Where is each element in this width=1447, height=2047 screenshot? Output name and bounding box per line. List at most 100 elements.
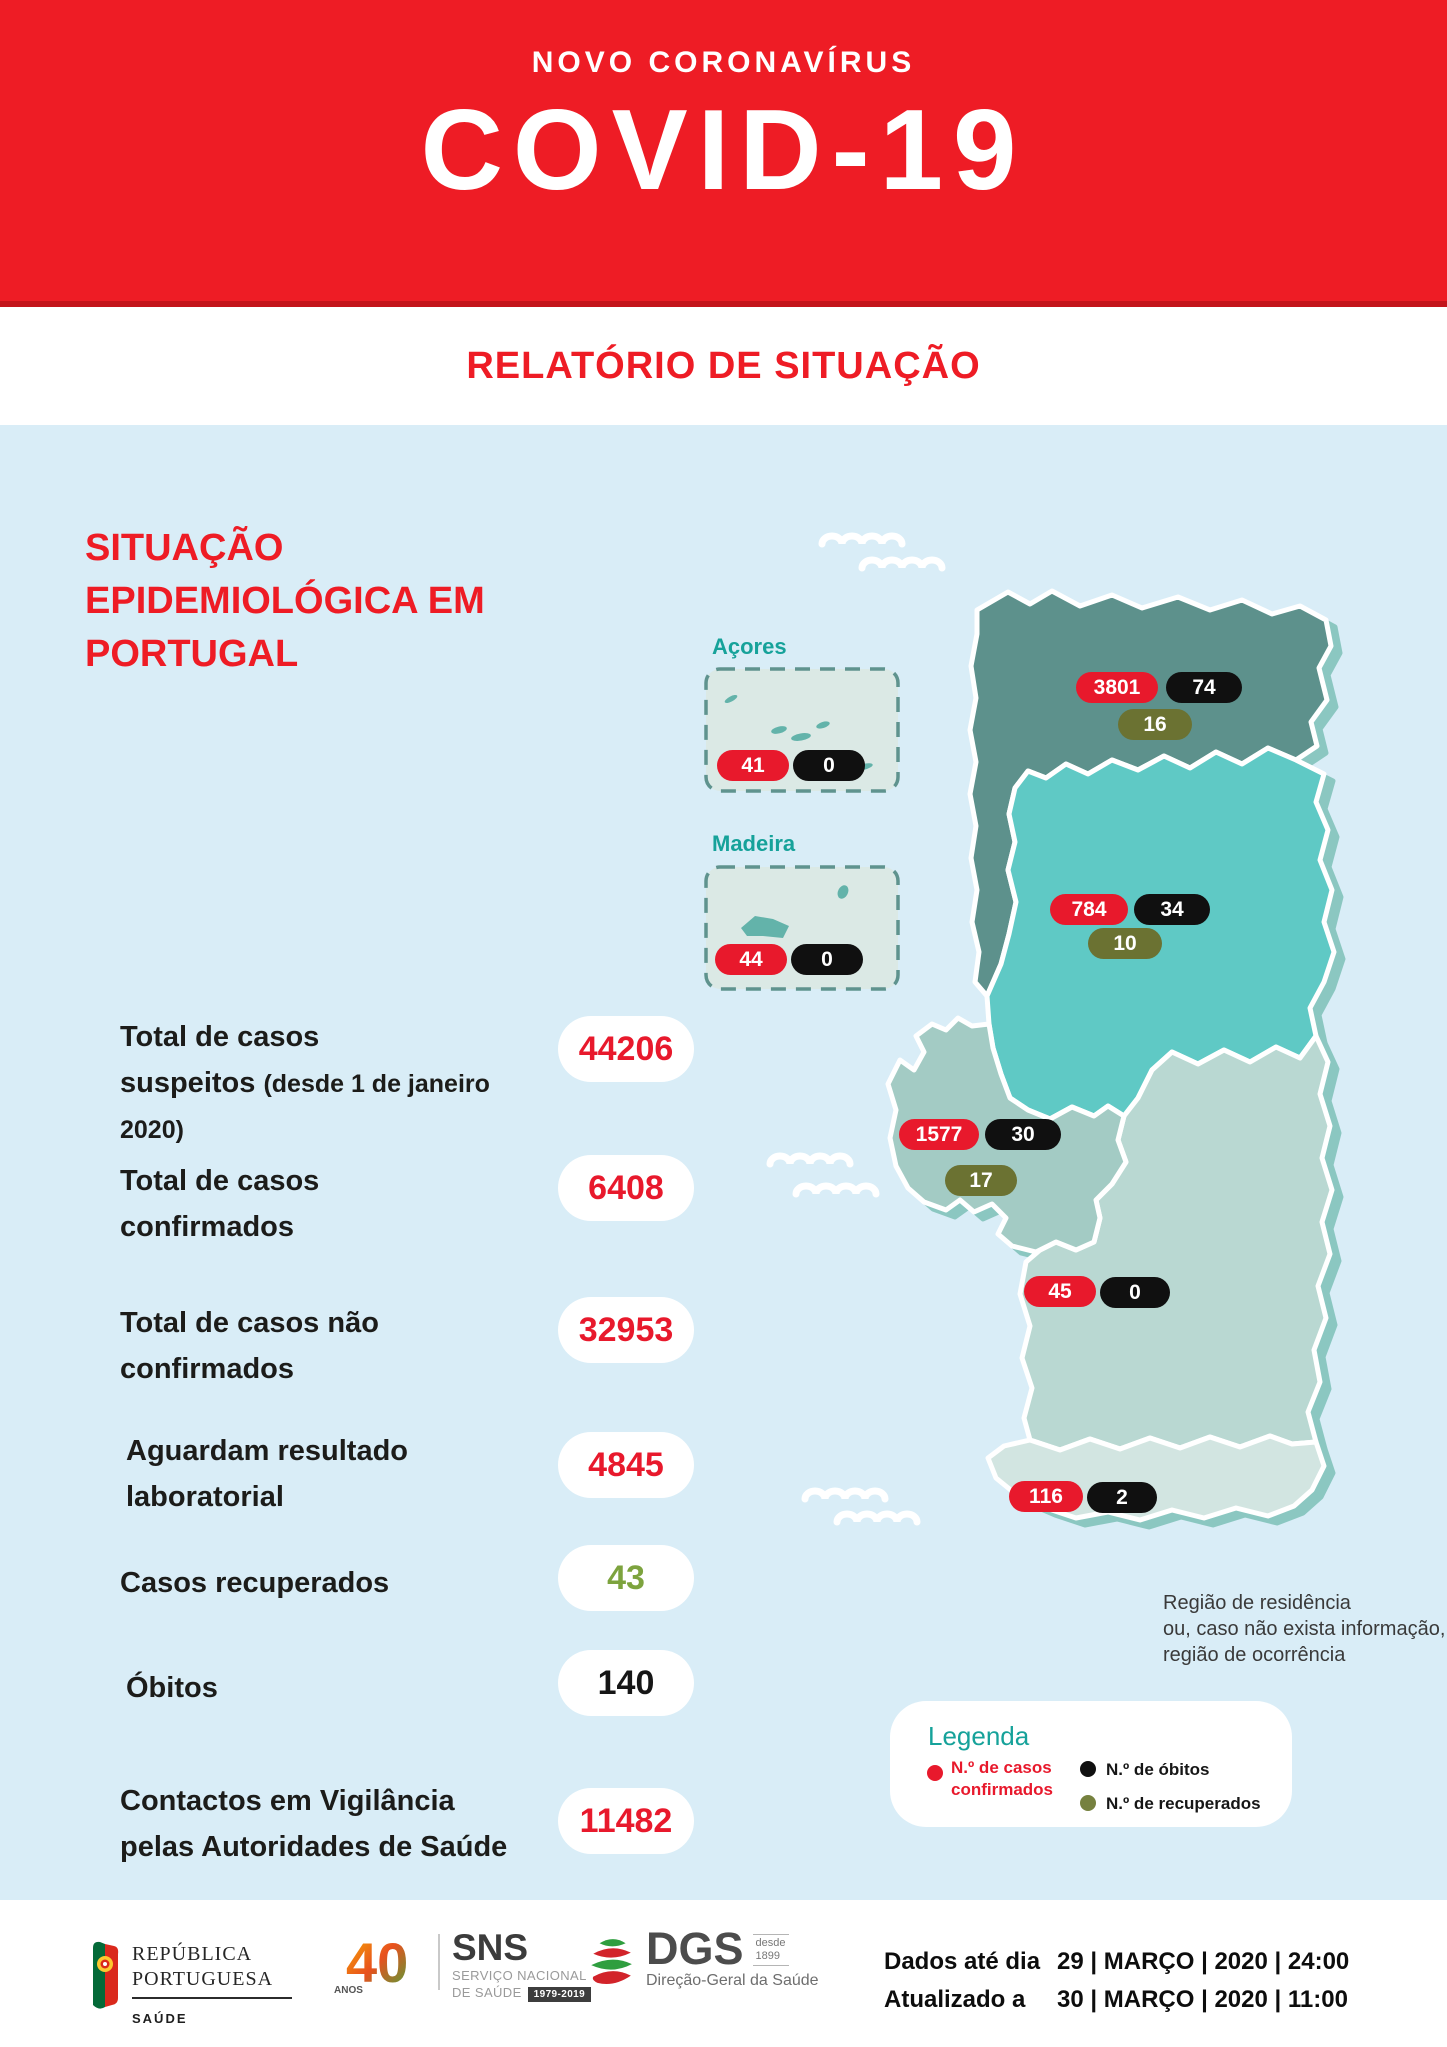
badge-value: 17 <box>969 1168 993 1192</box>
legend-deaths-label: N.º de óbitos <box>1106 1760 1210 1779</box>
stat-label-line-small: (desde 1 de janeiro <box>263 1070 490 1098</box>
badge-value: 1577 <box>915 1122 963 1146</box>
inset-label-acores: Açores <box>712 634 787 659</box>
stat-value-text: 32953 <box>578 1310 674 1349</box>
inset-label-madeira: Madeira <box>712 831 796 856</box>
footer <box>0 1900 1447 2047</box>
dgs-name: DGS <box>646 1923 744 1974</box>
badge-value: 784 <box>1071 897 1107 921</box>
lisboa-confirmed-badge: 1577 <box>899 1119 979 1150</box>
report-subtitle: RELATÓRIO DE SITUAÇÃO <box>466 344 981 387</box>
lisboa-recovered-badge: 17 <box>945 1165 1017 1196</box>
stat-label-line: Total de casos <box>120 1021 320 1053</box>
sns-name: SNS <box>452 1927 529 1968</box>
badge-value: 45 <box>1048 1279 1072 1303</box>
stat-value-recuperados: 43 <box>558 1545 694 1611</box>
waves-icon <box>792 1182 880 1198</box>
page-title: COVID-19 <box>420 87 1027 214</box>
portugal-flag-icon <box>93 1941 119 2009</box>
sns-years-badge: 1979-2019 <box>527 1987 592 2002</box>
republica-line1: REPÚBLICA <box>132 1943 253 1965</box>
dgs-desde-year: 1899 <box>755 1950 780 1962</box>
madeira-confirmed-badge: 44 <box>715 944 787 975</box>
data-until-label: Dados até dia <box>884 1948 1041 1975</box>
norte-deaths-badge: 74 <box>1166 672 1242 703</box>
report-header: NOVO CORONAVÍRUS COVID-19 <box>0 0 1447 307</box>
stat-value-confirmados: 6408 <box>558 1155 694 1221</box>
stat-value-text: 140 <box>597 1663 655 1702</box>
sns-logo-text: SNS SERVIÇO NACIONAL DE SAÚDE 1979-2019 <box>452 1927 592 2002</box>
inset-acores: 41 0 <box>703 666 901 794</box>
stat-value-suspeitos: 44206 <box>558 1016 694 1082</box>
stat-value-text: 43 <box>607 1558 645 1597</box>
badge-value: 74 <box>1192 675 1216 699</box>
badge-value: 2 <box>1116 1485 1128 1509</box>
norte-recovered-badge: 16 <box>1118 709 1192 740</box>
norte-confirmed-badge: 3801 <box>1076 672 1158 703</box>
recovered-dot-icon <box>1080 1795 1096 1811</box>
stat-value-text: 11482 <box>579 1801 673 1840</box>
badge-value: 34 <box>1160 897 1184 921</box>
stat-value-text: 4845 <box>588 1445 664 1484</box>
badge-value: 116 <box>1029 1484 1063 1508</box>
republica-portuguesa-logo-text: REPÚBLICA PORTUGUESA SAÚDE <box>132 1942 292 2031</box>
acores-deaths-badge: 0 <box>793 750 865 781</box>
confirmed-dot-icon <box>927 1765 943 1781</box>
anos-label: ANOS <box>334 1985 363 1996</box>
dgs-logo-text: DGS desde 1899 <box>646 1923 789 1974</box>
badge-value: 30 <box>1011 1122 1035 1146</box>
legend-title: Legenda <box>928 1721 1030 1751</box>
stat-label-recuperados: Casos recuperados <box>120 1567 390 1599</box>
section-title: SITUAÇÃO EPIDEMIOLÓGICA EM PORTUGAL <box>85 527 485 675</box>
algarve-deaths-badge: 2 <box>1087 1482 1157 1513</box>
centro-recovered-badge: 10 <box>1088 928 1162 959</box>
centro-confirmed-badge: 784 <box>1050 894 1128 925</box>
stat-label-contactos: Contactos em Vigilância pelas Autoridade… <box>120 1785 508 1863</box>
badge-value: 0 <box>823 753 835 777</box>
dgs-subtitle: Direção-Geral da Saúde <box>646 1972 819 1989</box>
data-until-value: 29 | MARÇO | 2020 | 24:00 <box>1057 1948 1350 1975</box>
sns-40-anos-icon: 40 ANOS <box>334 1936 408 1996</box>
badge-value: 44 <box>739 947 763 971</box>
stat-value-contactos: 11482 <box>558 1788 694 1854</box>
algarve-confirmed-badge: 116 <box>1009 1481 1083 1512</box>
sns-line2: DE SAÚDE <box>452 1985 522 2000</box>
dgs-globe-icon <box>591 1939 632 1984</box>
legend-recovered-label: N.º de recuperados <box>1106 1794 1261 1813</box>
dgs-desde-word: desde <box>755 1937 786 1949</box>
stat-value-text: 44206 <box>578 1029 674 1068</box>
footer-logo-divider <box>438 1934 440 1990</box>
waves-icon <box>801 1487 889 1503</box>
stat-label-nao-confirmados: Total de casos não confirmados <box>120 1307 379 1385</box>
badge-value: 0 <box>821 947 833 971</box>
sns-line1: SERVIÇO NACIONAL <box>452 1968 587 1983</box>
legend-box: Legenda N.º de casos confirmados N.º de … <box>890 1701 1292 1827</box>
stat-label-line-small: 2020) <box>120 1116 184 1144</box>
waves-icon <box>766 1152 854 1168</box>
updated-at-label: Atualizado a <box>884 1986 1026 2013</box>
badge-value: 3801 <box>1093 675 1141 699</box>
republica-saude-label: SAÚDE <box>132 2011 188 2026</box>
centro-deaths-badge: 34 <box>1134 894 1210 925</box>
acores-confirmed-badge: 41 <box>717 750 789 781</box>
inset-madeira: 44 0 <box>703 864 901 992</box>
header-kicker: NOVO CORONAVÍRUS <box>531 46 916 79</box>
portugal-map <box>885 588 1337 1523</box>
stat-value-nao-confirmados: 32953 <box>558 1297 694 1363</box>
alentejo-deaths-badge: 0 <box>1100 1277 1170 1308</box>
deaths-dot-icon <box>1080 1761 1096 1777</box>
dgs-desde: desde 1899 <box>752 1934 789 1966</box>
waves-icon <box>858 556 946 572</box>
stat-label-confirmados: Total de casos confirmados <box>120 1165 320 1243</box>
stat-label-suspeitos: Total de casos suspeitos (desde 1 de jan… <box>120 1014 540 1153</box>
stat-label-aguardam: Aguardam resultado laboratorial <box>126 1435 408 1513</box>
alentejo-confirmed-badge: 45 <box>1024 1276 1096 1307</box>
madeira-deaths-badge: 0 <box>791 944 863 975</box>
republica-divider <box>132 1997 292 1999</box>
stat-value-text: 6408 <box>588 1168 664 1207</box>
anos-number: 40 <box>346 1936 408 1994</box>
lisboa-deaths-badge: 30 <box>985 1119 1061 1150</box>
map-note: Região de residência ou, caso não exista… <box>1163 1592 1446 1666</box>
badge-value: 10 <box>1113 931 1137 955</box>
waves-icon <box>818 532 906 548</box>
